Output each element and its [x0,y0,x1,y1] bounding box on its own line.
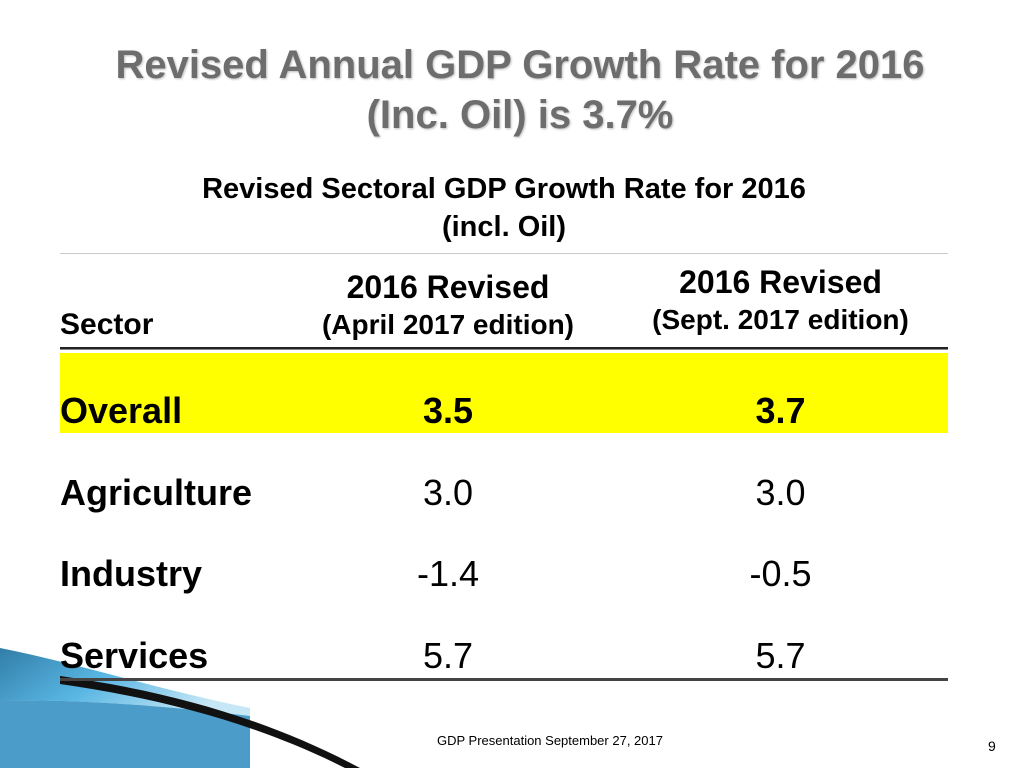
header-april-line2: (April 2017 edition) [321,309,575,340]
table-bottom-rule [60,678,948,681]
footer-text: GDP Presentation September 27, 2017 [437,733,663,748]
row-sept-value: -0.5 [749,553,812,594]
header-sept-line1: 2016 Revised [679,264,882,300]
table-row: Agriculture 3.0 3.0 [60,453,948,533]
header-sept-edition: 2016 Revised (Sept. 2017 edition) [613,262,948,338]
table-row: Services 5.7 5.7 [60,616,948,696]
table-top-rule [60,253,948,254]
row-april-value: 3.0 [422,472,474,513]
row-sector: Industry [60,553,203,594]
table-caption-line1: Revised Sectoral GDP Growth Rate for 201… [202,173,806,205]
row-april-value: -1.4 [416,553,480,594]
table-row-overall: Overall 3.5 3.7 [60,353,948,433]
header-rule [60,347,948,350]
row-sept-value: 5.7 [755,635,806,676]
slide-title: Revised Annual GDP Growth Rate for 2016 … [0,40,1024,140]
header-april-edition: 2016 Revised (April 2017 edition) [283,267,613,343]
header-sept-line2: (Sept. 2017 edition) [652,304,909,335]
table-row: Industry -1.4 -0.5 [60,534,948,614]
slide-title-line2: (Inc. Oil) is 3.7% [366,93,674,137]
row-sector: Agriculture [60,472,253,513]
header-april-line1: 2016 Revised [346,269,550,305]
table-caption-line2: (incl. Oil) [441,211,567,243]
table-caption: Revised Sectoral GDP Growth Rate for 201… [60,170,948,246]
row-sector: Services [60,635,209,676]
row-sept-value: 3.7 [755,390,806,431]
row-april-value: 3.5 [422,390,474,431]
row-sector: Overall [60,390,183,431]
page-number: 9 [988,738,996,754]
row-april-value: 5.7 [422,635,474,676]
header-sector: Sector [60,308,154,341]
row-sept-value: 3.0 [755,472,806,513]
slide-title-line1: Revised Annual GDP Growth Rate for 2016 [115,43,925,87]
